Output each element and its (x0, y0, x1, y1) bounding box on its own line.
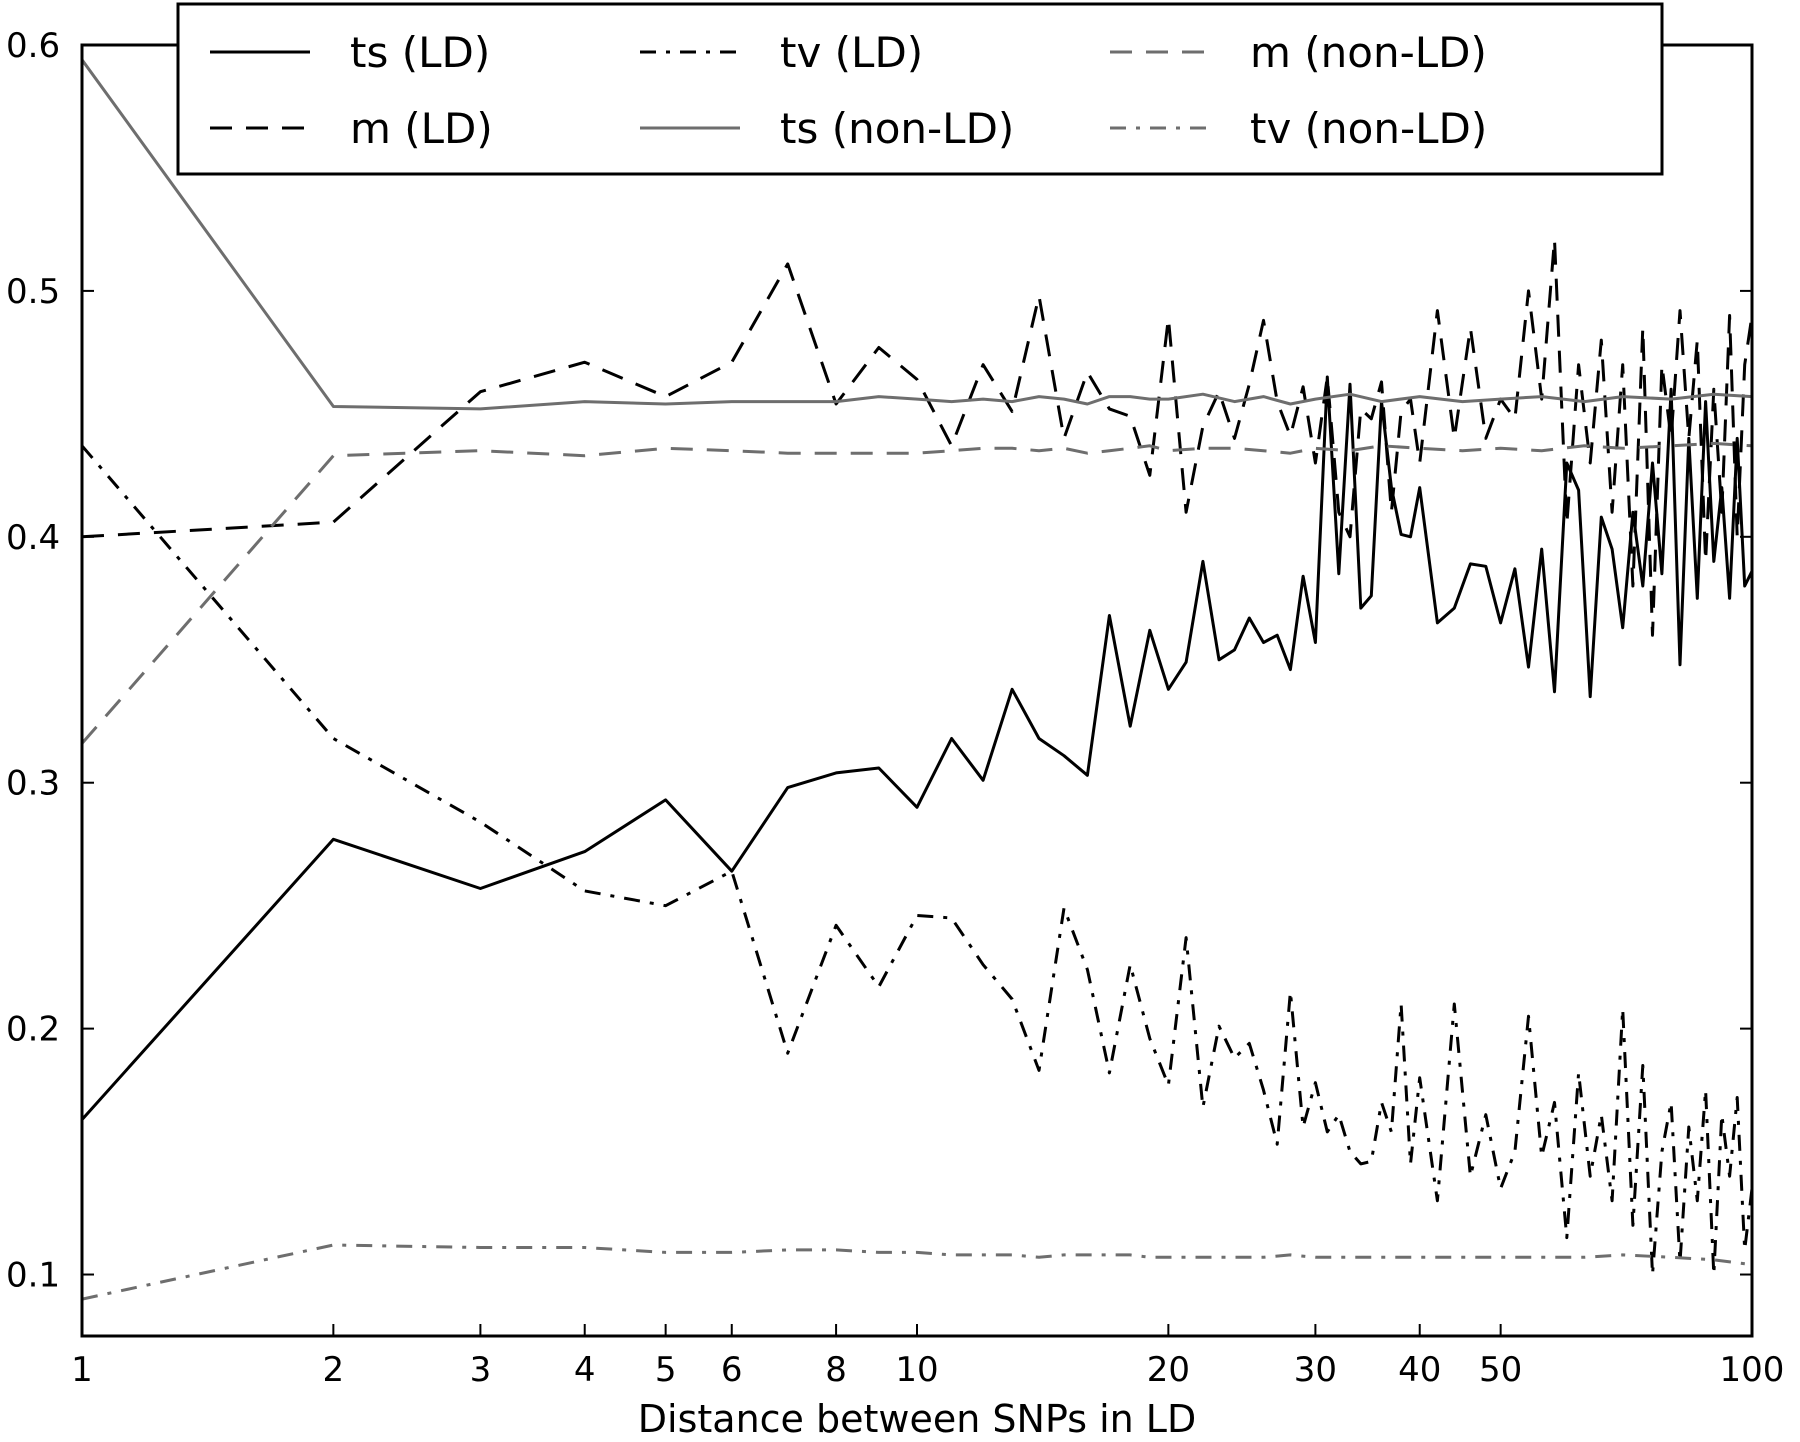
legend-item: m (non-LD) (1110, 28, 1487, 77)
series-line-5 (82, 1243, 1752, 1301)
legend-label: tv (non-LD) (1250, 104, 1487, 153)
x-tick-label: 40 (1398, 1350, 1441, 1390)
series-line-2 (82, 444, 1752, 1276)
plot-frame (80, 43, 1754, 1338)
x-tick-label: 30 (1294, 1350, 1337, 1390)
y-tick-label: 0.2 (6, 1010, 60, 1050)
x-tick-label: 10 (895, 1350, 938, 1390)
series-line-4 (82, 441, 1752, 745)
x-axis-title: Distance between SNPs in LD (638, 1397, 1196, 1441)
x-tick-label: 3 (470, 1350, 492, 1390)
legend-item: tv (non-LD) (1110, 104, 1487, 153)
y-tick-label: 0.4 (6, 518, 60, 558)
x-tick-label: 20 (1147, 1350, 1190, 1390)
legend-label: m (LD) (350, 104, 493, 153)
series-line-0 (82, 375, 1752, 1121)
x-tick-label: 8 (825, 1350, 847, 1390)
legend-label: ts (non-LD) (780, 104, 1014, 153)
legend-item: tv (LD) (640, 28, 923, 77)
series-layer (82, 58, 1752, 1301)
legend: ts (LD) m (LD) tv (LD) ts (non-LD) m (non-LD… (176, 2, 1664, 176)
legend-label: m (non-LD) (1250, 28, 1487, 77)
legend-box (176, 2, 1664, 176)
y-tick-label: 0.5 (6, 272, 60, 312)
x-tick-label: 2 (323, 1350, 345, 1390)
legend-label: tv (LD) (780, 28, 923, 77)
y-tick-label: 0.6 (6, 26, 60, 66)
x-tick-label: 5 (655, 1350, 677, 1390)
x-tick-label: 100 (1720, 1350, 1785, 1390)
series-line-1 (82, 237, 1752, 637)
x-tick-label: 6 (721, 1350, 743, 1390)
y-tick-label: 0.1 (6, 1256, 60, 1296)
ticks-layer: 1 2 3 4 5 6 8 10 20 30 40 50 100 0.1 0.2 0.3 0.4 0.5 0.6 (6, 26, 1784, 1390)
x-tick-label: 1 (71, 1350, 93, 1390)
legend-item: ts (non-LD) (640, 104, 1014, 153)
legend-item: m (LD) (210, 104, 493, 153)
series-line-3 (82, 58, 1752, 411)
y-tick-label: 0.3 (6, 764, 60, 804)
legend-item: ts (LD) (210, 28, 490, 77)
x-tick-label: 50 (1479, 1350, 1522, 1390)
x-tick-label: 4 (574, 1350, 596, 1390)
legend-label: ts (LD) (350, 28, 490, 77)
